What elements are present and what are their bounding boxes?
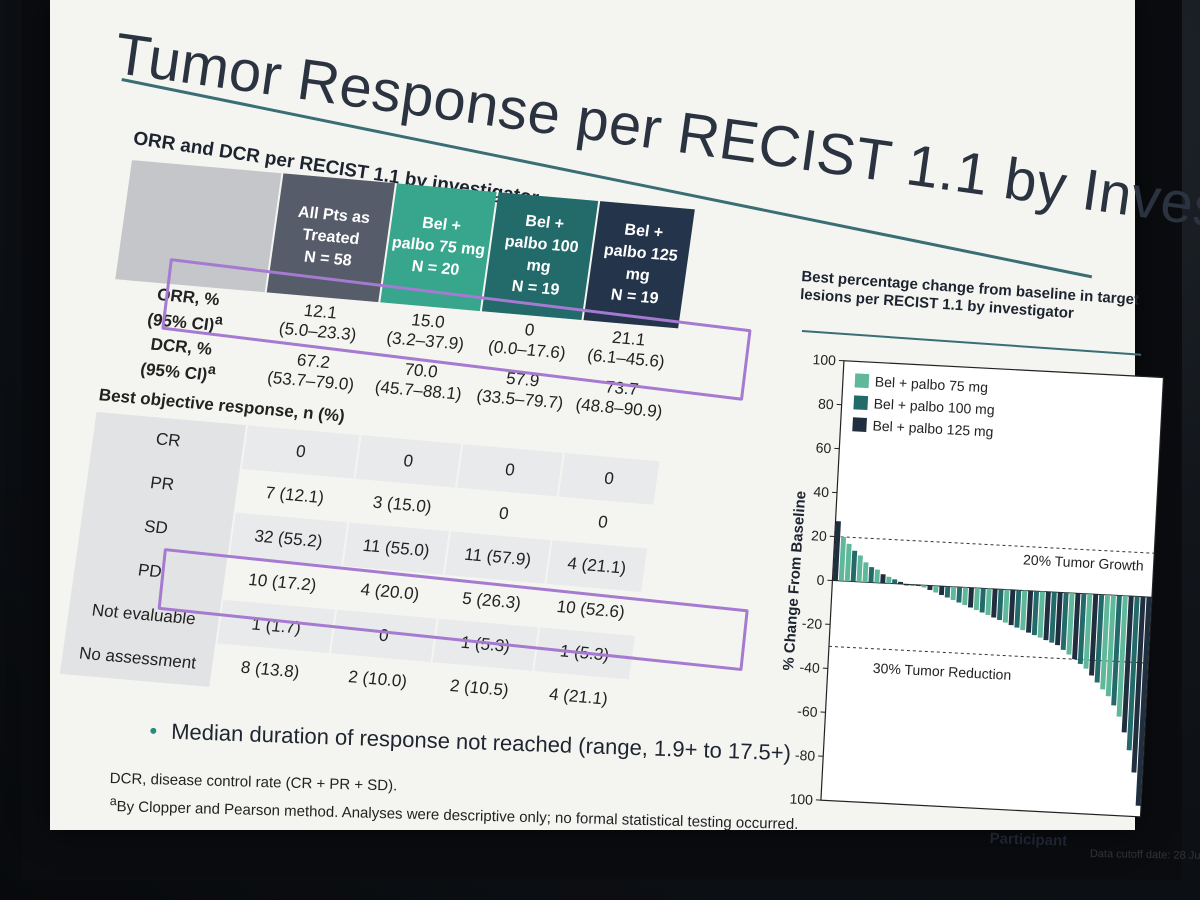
waterfall-bar — [1072, 593, 1081, 660]
waterfall-bar — [1077, 593, 1087, 665]
waterfall-bar — [991, 588, 998, 618]
waterfall-bar — [997, 589, 1004, 621]
waterfall-bar — [985, 588, 992, 616]
waterfall-bar — [927, 585, 933, 591]
waterfall-bar — [1083, 593, 1093, 669]
bullet-dot-icon: • — [149, 718, 158, 744]
header-125mg: Bel + palbo 125 mg N = 19 — [583, 201, 695, 329]
table-cell: 8 (13.8) — [211, 643, 329, 697]
waterfall-bar — [892, 579, 898, 584]
waterfall-bar — [868, 566, 875, 583]
chart-xlabel: Participant — [989, 830, 1068, 850]
legend-label: Bel + palbo 125 mg — [872, 417, 994, 439]
waterfall-bar — [1089, 594, 1099, 676]
waterfall-bar — [973, 587, 980, 611]
legend-swatch — [852, 417, 867, 433]
legend-label: Bel + palbo 75 mg — [874, 373, 988, 395]
waterfall-bar — [886, 576, 892, 584]
slide: Tumor Response per RECIST 1.1 by Investi… — [50, 0, 1200, 863]
waterfall-bar — [1031, 591, 1040, 636]
waterfall-bar — [1008, 589, 1016, 626]
table-cell: 2 (10.0) — [324, 653, 431, 706]
waterfall-bar — [1020, 590, 1028, 631]
waterfall-bar — [950, 586, 957, 601]
waterfall-bar — [1111, 595, 1122, 706]
waterfall-bar — [1126, 596, 1140, 751]
waterfall-bar — [909, 584, 915, 586]
y-tick-label: 100 — [812, 351, 836, 368]
waterfall-bar — [979, 588, 986, 613]
legend-label: Bel + palbo 100 mg — [873, 395, 995, 417]
footnote-method: aBy Clopper and Pearson method. Analyses… — [109, 794, 799, 834]
bullet-text: Median duration of response not reached … — [170, 718, 792, 766]
waterfall-bar — [903, 584, 909, 586]
y-tick-label: -60 — [797, 703, 818, 720]
zero-line — [832, 579, 1153, 598]
waterfall-bar — [1060, 592, 1069, 650]
waterfall-bar — [838, 536, 847, 582]
waterfall-bar — [933, 585, 939, 593]
y-tick-label: 0 — [816, 572, 825, 588]
waterfall-bar — [1055, 592, 1063, 646]
legend-swatch — [853, 395, 869, 411]
waterfall-bar — [850, 550, 858, 582]
table-cell: 4 (21.1) — [528, 671, 629, 724]
waterfall-bar — [1116, 595, 1128, 717]
y-tick-label: 20 — [811, 527, 828, 544]
waterfall-bar — [938, 586, 945, 596]
waterfall-bar — [874, 569, 880, 583]
reference-line-label: 30% Tumor Reduction — [872, 660, 1011, 683]
waterfall-bar — [1043, 591, 1051, 641]
waterfall-bar — [915, 584, 921, 587]
y-tick-label: -100 — [790, 790, 814, 807]
reference-line — [834, 536, 1155, 554]
waterfall-bar — [1037, 591, 1045, 638]
waterfall-bar — [1026, 590, 1034, 633]
waterfall-bar — [1105, 595, 1116, 697]
waterfall-bar — [956, 586, 963, 603]
waterfall-bar — [832, 521, 841, 581]
footnote-dcr: DCR, disease control rate (CR + PR + SD)… — [109, 770, 398, 795]
reference-line-label: 20% Tumor Growth — [1023, 551, 1144, 573]
waterfall-bar — [1066, 592, 1075, 655]
y-tick-label: 80 — [818, 395, 835, 412]
y-tick-label: -20 — [802, 615, 823, 632]
waterfall-bar — [898, 581, 904, 585]
waterfall-chart: 100 80 60 40 20 0 -20 -40 -60 -80 -100 20% Tumor Gr… — [790, 351, 1165, 818]
waterfall-bar — [1121, 595, 1134, 733]
waterfall-bar — [844, 543, 852, 582]
legend-swatch — [854, 373, 870, 389]
waterfall-bar — [1014, 590, 1022, 628]
y-tick-label: -80 — [795, 747, 816, 764]
waterfall-bar — [967, 587, 974, 608]
table-cell: 2 (10.5) — [426, 662, 533, 715]
waterfall-bar — [880, 574, 886, 584]
waterfall-bar — [1100, 594, 1111, 690]
bullet-point: • Median duration of response not reached… — [149, 718, 791, 766]
waterfall-bar — [962, 587, 969, 606]
waterfall-bar — [1135, 596, 1152, 806]
y-tick-label: 40 — [813, 483, 830, 500]
waterfall-bar — [1002, 589, 1010, 623]
waterfall-bar — [1094, 594, 1105, 683]
reference-line — [828, 645, 1149, 664]
y-tick-label: 60 — [815, 439, 832, 456]
waterfall-bar — [944, 586, 951, 598]
waterfall-bar — [1131, 596, 1146, 773]
waterfall-bar — [1049, 591, 1057, 643]
waterfall-bar — [862, 562, 869, 583]
waterfall-bar — [856, 555, 863, 582]
waterfall-bar — [921, 585, 927, 588]
y-tick-label: -40 — [799, 659, 820, 676]
